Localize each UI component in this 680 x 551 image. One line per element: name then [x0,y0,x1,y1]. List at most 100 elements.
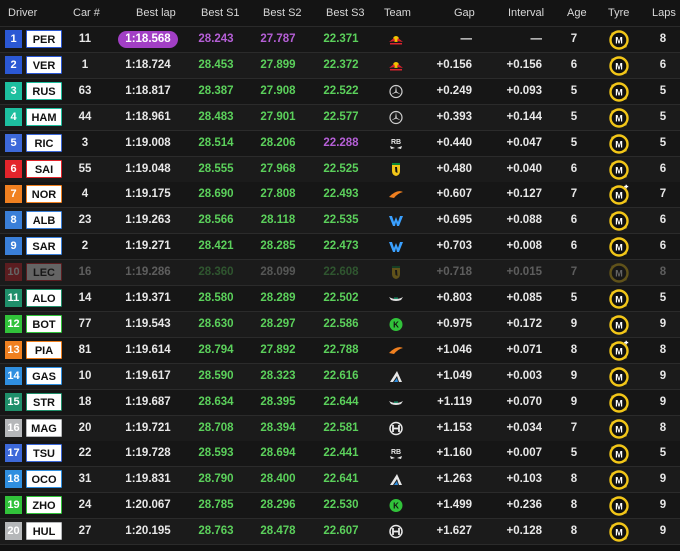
alpine-logo [388,369,404,384]
best-s3: 22.441 [323,447,359,460]
table-row[interactable]: 20 HUL 27 1:20.195 28.763 28.478 22.607 +1.627 +… [0,519,680,546]
svg-text:M: M [615,450,623,460]
best-s1: 28.794 [198,343,234,356]
table-row[interactable]: 18 OCO 31 1:19.831 28.790 28.400 22.641 +1.263 +… [0,467,680,494]
table-row[interactable]: 6 SAI 55 1:19.048 28.555 27.968 22.525 +0.480 +0… [0,156,680,183]
best-s3: 22.493 [323,188,359,201]
table-row[interactable]: 10 LEC 16 1:19.286 28.360 28.099 22.608 +0.718 +… [0,260,680,287]
table-row[interactable]: 12 BOT 77 1:19.543 28.630 28.297 22.586 K +0.975… [0,311,680,338]
best-lap: 1:19.371 [125,292,171,304]
best-lap: 1:19.175 [125,188,171,201]
medium-tyre-icon: M [608,314,630,336]
interval: +0.128 [506,525,543,538]
driver-code: PIA [26,340,62,359]
tyre-age: 8 [570,343,578,356]
driver-badge: 9 SAR [5,237,62,256]
svg-text:M: M [615,61,623,71]
best-s1: 28.580 [198,292,234,304]
best-lap: 1:18.817 [125,84,171,97]
svg-text:M: M [615,295,623,305]
svg-text:M: M [615,191,623,201]
driver-code: SAI [26,159,62,178]
header-best-s1[interactable]: Best S1 [201,7,240,19]
medium-tyre-icon: M [608,495,630,517]
position: 9 [5,237,22,256]
header-interval[interactable]: Interval [508,7,545,19]
laps: 9 [659,395,667,408]
aston-martin-logo [388,291,404,306]
table-row[interactable]: 4 HAM 44 1:18.961 28.483 27.901 22.577 +0.393 +0… [0,104,680,131]
table-row[interactable]: 11 ALO 14 1:19.371 28.580 28.289 22.502 +0.803 +… [0,286,680,312]
car-number: 18 [78,395,92,408]
best-s1: 28.483 [198,110,234,123]
best-s3: 22.577 [323,110,359,123]
driver-code: RIC [26,133,62,152]
best-s3: 22.522 [323,84,359,97]
best-s1: 28.387 [198,84,234,97]
best-lap: 1:19.687 [125,395,171,408]
table-row[interactable]: 14 GAS 10 1:19.617 28.590 28.323 22.616 +1.049 +… [0,363,680,390]
header-gap[interactable]: Gap [454,7,475,19]
header-age[interactable]: Age [567,7,587,19]
gap: +0.803 [436,292,473,304]
header-best-s3[interactable]: Best S3 [326,7,365,19]
position: 14 [5,366,22,385]
table-row[interactable]: 19 ZHO 24 1:20.067 28.785 28.296 22.530 K +1.499… [0,493,680,520]
header-best-s2[interactable]: Best S2 [263,7,302,19]
header-driver[interactable]: Driver [8,7,38,19]
driver-code: NOR [26,185,62,204]
driver-badge: 12 BOT [5,314,62,333]
car-number: 55 [78,162,92,175]
driver-badge: 1 PER [5,30,62,48]
best-s3: 22.502 [323,292,359,304]
table-row[interactable]: 5 RIC 3 1:19.008 28.514 28.206 22.288 RB +0.440 +… [0,130,680,157]
tyre-age: 6 [570,58,578,71]
car-number: 44 [78,110,92,123]
sauber-logo: K [388,317,404,332]
header-best-lap[interactable]: Best lap [136,7,176,19]
tyre-age: 8 [570,525,578,538]
svg-text:M: M [615,346,623,356]
table-row[interactable]: 2 VER 1 1:18.724 28.453 27.899 22.372 +0.156 +0.… [0,52,680,79]
car-number: 20 [78,421,92,434]
tyre-age: 5 [570,292,578,304]
table-row[interactable]: 8 ALB 23 1:19.263 28.566 28.118 22.535 +0.695 +0… [0,208,680,235]
tyre-age: 7 [570,188,578,201]
laps: 6 [659,240,667,253]
medium-tyre-icon: M [608,133,630,155]
header-team[interactable]: Team [384,7,411,19]
best-s3: 22.288 [323,136,359,149]
best-s2: 27.899 [260,58,296,71]
best-lap: 1:19.286 [125,266,171,279]
laps: 5 [659,136,667,149]
best-s1: 28.763 [198,525,234,538]
table-row[interactable]: 1 PER 11 1:18.568 28.243 27.787 22.371 — — 7 M 8 [0,27,680,53]
gap: +0.156 [436,58,473,71]
laps: 9 [659,317,667,330]
table-row[interactable]: 17 TSU 22 1:19.728 28.593 28.694 22.441 RB +1.16… [0,441,680,468]
medium-tyre-icon: M [608,366,630,388]
header-tyre[interactable]: Tyre [608,7,630,19]
table-row[interactable]: 7 NOR 4 1:19.175 28.690 27.808 22.493 +0.607 +0.… [0,182,680,209]
driver-code: PER [26,30,62,48]
table-row[interactable]: 13 PIA 81 1:19.614 28.794 27.892 22.788 +1.046 +… [0,337,680,364]
svg-text:M: M [615,165,623,175]
best-s2: 28.285 [260,240,296,253]
table-row[interactable]: 9 SAR 2 1:19.271 28.421 28.285 22.473 +0.703 +0.… [0,234,680,261]
car-number: 2 [81,240,89,253]
table-row[interactable]: 15 STR 18 1:19.687 28.634 28.395 22.644 +1.119 +… [0,389,680,416]
car-number: 11 [78,33,92,45]
table-row[interactable]: 16 MAG 20 1:19.721 28.708 28.394 22.581 +1.153 +… [0,415,680,442]
car-number: 10 [78,369,92,382]
best-s1: 28.566 [198,214,234,227]
driver-code: OCO [26,470,62,489]
interval: +0.144 [506,110,543,123]
header-car[interactable]: Car # [73,7,100,19]
car-number: 81 [78,343,92,356]
tyre-age: 9 [570,369,578,382]
laps: 9 [659,525,667,538]
table-row[interactable]: 3 RUS 63 1:18.817 28.387 27.908 22.522 +0.249 +0… [0,78,680,105]
header-laps[interactable]: Laps [652,7,676,19]
best-s3: 22.608 [323,266,359,279]
best-s1: 28.555 [198,162,234,175]
